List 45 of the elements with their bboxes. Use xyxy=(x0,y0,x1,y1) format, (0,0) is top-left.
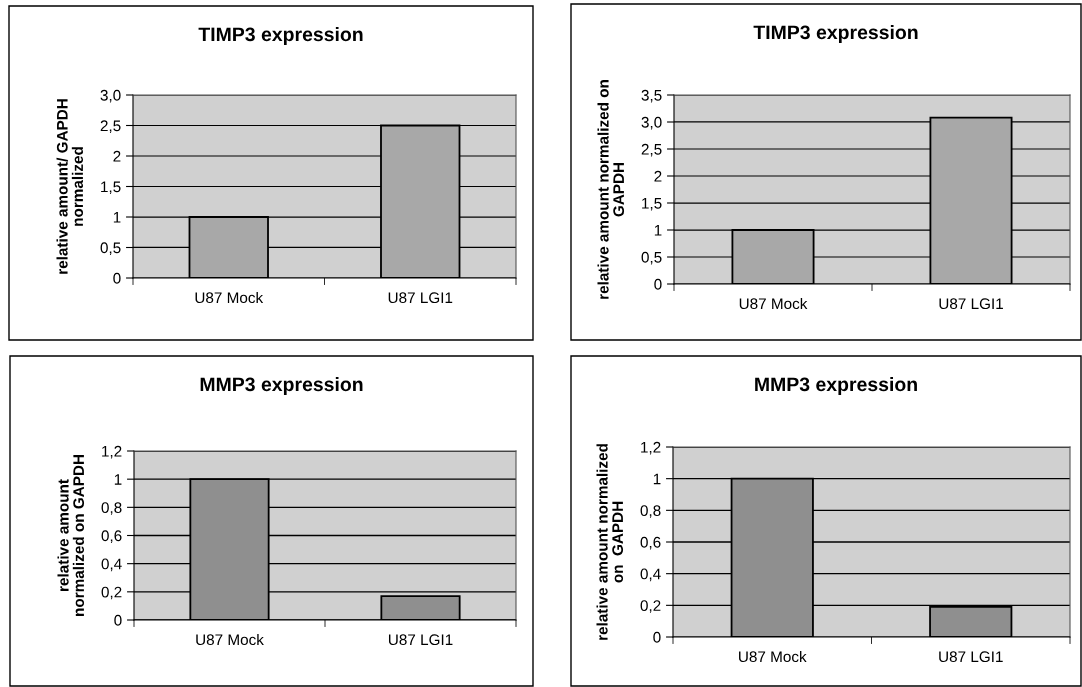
y-tick-label: 0,5 xyxy=(641,251,662,265)
y-tick-label: 3,5 xyxy=(641,89,662,103)
y-tick-label: 3,0 xyxy=(641,116,662,130)
y-tick-label: 0 xyxy=(114,614,122,626)
y-axis-title: relative amount/ GAPDH normalized xyxy=(56,99,84,274)
y-tick-label: 0,6 xyxy=(101,530,122,543)
y-tick-label: 1,2 xyxy=(641,441,661,455)
x-tick-label: U87 LGI1 xyxy=(939,298,1003,310)
chart-title: TIMP3 expression xyxy=(198,26,363,46)
y-tick-label: 1,5 xyxy=(101,181,121,194)
chart-title: TIMP3 expression xyxy=(753,24,918,44)
y-tick-label: 2 xyxy=(113,150,121,162)
chart-title: MMP3 expression xyxy=(200,376,363,396)
y-tick-label: 3,0 xyxy=(100,89,121,103)
y-tick-label: 0 xyxy=(654,278,662,290)
y-tick-label: 0,6 xyxy=(640,536,661,550)
x-tick-label: U87 Mock xyxy=(739,297,808,310)
chart-title: MMP3 expression xyxy=(755,376,917,396)
y-tick-label: 0,2 xyxy=(101,586,122,600)
y-tick-label: 0,4 xyxy=(640,568,661,582)
x-tick-label: U87 Mock xyxy=(196,633,264,646)
y-tick-label: 2,5 xyxy=(641,143,662,157)
y-tick-label: 1 xyxy=(114,474,122,485)
y-tick-label: 1 xyxy=(653,473,661,485)
y-tick-label: 0,2 xyxy=(640,600,661,613)
y-tick-label: 0,5 xyxy=(100,242,121,255)
y-axis-title: relative amount normalized on GAPDH xyxy=(597,80,625,299)
x-tick-label: U87 Mock xyxy=(195,291,264,304)
y-tick-label: 1,2 xyxy=(102,445,122,459)
y-tick-label: 2 xyxy=(654,170,662,182)
y-tick-label: 0,8 xyxy=(101,502,122,515)
y-tick-label: 1,5 xyxy=(642,198,662,211)
y-tick-label: 0,4 xyxy=(101,558,122,572)
y-tick-label: 1 xyxy=(113,212,121,223)
y-tick-label: 2,5 xyxy=(100,120,121,133)
y-tick-label: 0,8 xyxy=(640,505,661,518)
y-axis-title: relative amount normalized on GAPDH xyxy=(57,455,85,616)
x-tick-label: U87 LGI1 xyxy=(939,651,1003,663)
y-tick-label: 0 xyxy=(653,631,661,643)
x-tick-label: U87 Mock xyxy=(739,650,807,663)
y-tick-label: 0 xyxy=(113,272,121,284)
x-tick-label: U87 LGI1 xyxy=(388,634,453,646)
y-tick-label: 1 xyxy=(654,225,662,236)
x-tick-label: U87 LGI1 xyxy=(388,292,453,304)
y-axis-title: relative amount normalized on GAPDH xyxy=(596,444,624,640)
